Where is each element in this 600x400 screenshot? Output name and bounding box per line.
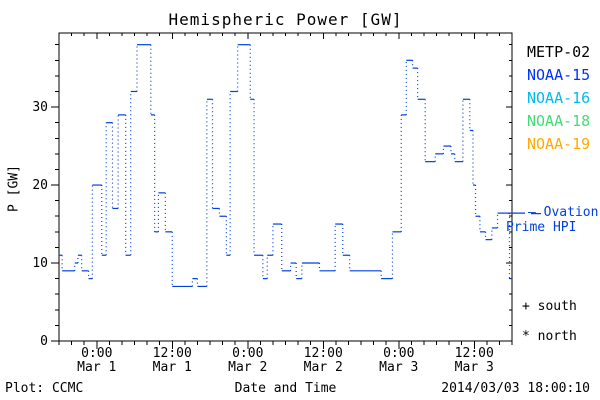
south-marker-label: + south	[522, 299, 577, 314]
ovation-prime-hpi-label: — Ovation Prime HPI	[506, 205, 598, 235]
north-marker-label: * north	[522, 329, 577, 344]
x-tick-time-label: 0:00	[232, 346, 263, 361]
legend-item-noaa-16: NOAA-16	[527, 89, 591, 107]
x-axis-title: Date and Time	[234, 381, 337, 396]
ovation-label-line1: — Ovation	[528, 205, 599, 220]
x-tick-date-label: Mar 1	[153, 360, 192, 375]
x-tick-date-label: Mar 2	[228, 360, 267, 375]
x-tick-date-label: Mar 3	[379, 360, 418, 375]
y-tick-label: 10	[32, 256, 48, 271]
axis-frame	[58, 32, 513, 342]
x-tick-time-label: 12:00	[304, 346, 343, 361]
x-tick-date-label: Mar 3	[455, 360, 494, 375]
x-tick-time-label: 12:00	[455, 346, 494, 361]
x-tick-date-label: Mar 1	[77, 360, 116, 375]
footer-timestamp: 2014/03/03 18:00:10	[441, 381, 590, 396]
footer-plot-source: Plot: CCMC	[5, 381, 84, 396]
x-tick-date-label: Mar 2	[304, 360, 343, 375]
y-tick-label: 20	[32, 178, 48, 193]
x-tick-time-label: 0:00	[383, 346, 414, 361]
legend-item-metp-02: METP-02	[527, 43, 591, 61]
legend-item-noaa-15: NOAA-15	[527, 66, 591, 84]
ovation-label-line2: Prime HPI	[506, 220, 577, 235]
chart-title: Hemispheric Power [GW]	[168, 10, 403, 29]
y-tick-label: 0	[40, 334, 48, 349]
legend-item-noaa-19: NOAA-19	[527, 135, 591, 153]
satellite-legend: METP-02 NOAA-15 NOAA-16 NOAA-18 NOAA-19	[527, 41, 590, 156]
x-tick-time-label: 0:00	[81, 346, 112, 361]
legend-item-noaa-18: NOAA-18	[527, 112, 591, 130]
x-tick-time-label: 12:00	[153, 346, 192, 361]
y-tick-label: 30	[32, 100, 48, 115]
y-axis-label: P [GW]	[6, 165, 22, 212]
